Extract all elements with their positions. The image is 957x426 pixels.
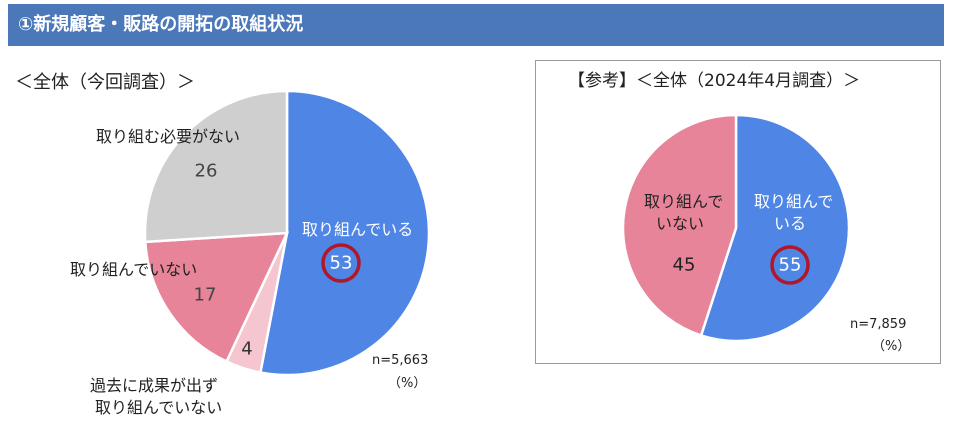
pie-slice bbox=[621, 113, 738, 338]
c2-unit-note: （%） bbox=[872, 339, 911, 354]
pie-value-label: 26 bbox=[195, 161, 218, 182]
highlight-ring bbox=[770, 245, 810, 285]
pie-value-label: 53 bbox=[330, 253, 353, 274]
pie-value-label: 17 bbox=[194, 285, 217, 306]
c1-label-past-line1: 過去に成果が出ず bbox=[90, 376, 219, 395]
reference-chart-frame bbox=[535, 60, 941, 364]
pie-slice bbox=[143, 231, 290, 364]
pie-slice bbox=[143, 89, 289, 244]
c1-unit-note: （%） bbox=[388, 376, 427, 391]
section-header: ①新規顧客・販路の開拓の取組状況 bbox=[8, 4, 944, 46]
c1-label-not-doing: 取り組んでいない bbox=[70, 260, 198, 279]
c1-sample-note: n=5,663 bbox=[372, 353, 429, 368]
c1-label-not-necessary: 取り組む必要がない bbox=[96, 127, 241, 146]
pie-slice bbox=[258, 89, 431, 377]
section-header-title: ①新規顧客・販路の開拓の取組状況 bbox=[18, 14, 304, 35]
pie-value-label: 55 bbox=[779, 255, 802, 276]
c1-label-doing: 取り組んでいる bbox=[302, 220, 414, 239]
pie-slice bbox=[699, 113, 851, 343]
highlight-ring bbox=[321, 243, 361, 283]
pie-value-label: 45 bbox=[673, 255, 696, 276]
pie-chart-reference: 55 45 bbox=[621, 113, 851, 343]
c2-label-doing-line1: 取り組んで bbox=[754, 192, 834, 211]
c2-sample-note: n=7,859 bbox=[850, 317, 907, 332]
chart1-title: ＜全体（今回調査）＞ bbox=[15, 72, 195, 93]
chart2-title: 【参考】＜全体（2024年4月調査）＞ bbox=[568, 71, 861, 91]
c2-label-doing-line2: いる bbox=[774, 214, 807, 233]
c2-label-not-line2: いない bbox=[656, 214, 705, 233]
pie-value-label: 4 bbox=[241, 339, 252, 360]
c1-label-past-line2: 取り組んでいない bbox=[95, 398, 223, 417]
pie-chart-current: 53 4 17 26 bbox=[143, 89, 431, 377]
c2-label-not-line1: 取り組んで bbox=[644, 192, 724, 211]
